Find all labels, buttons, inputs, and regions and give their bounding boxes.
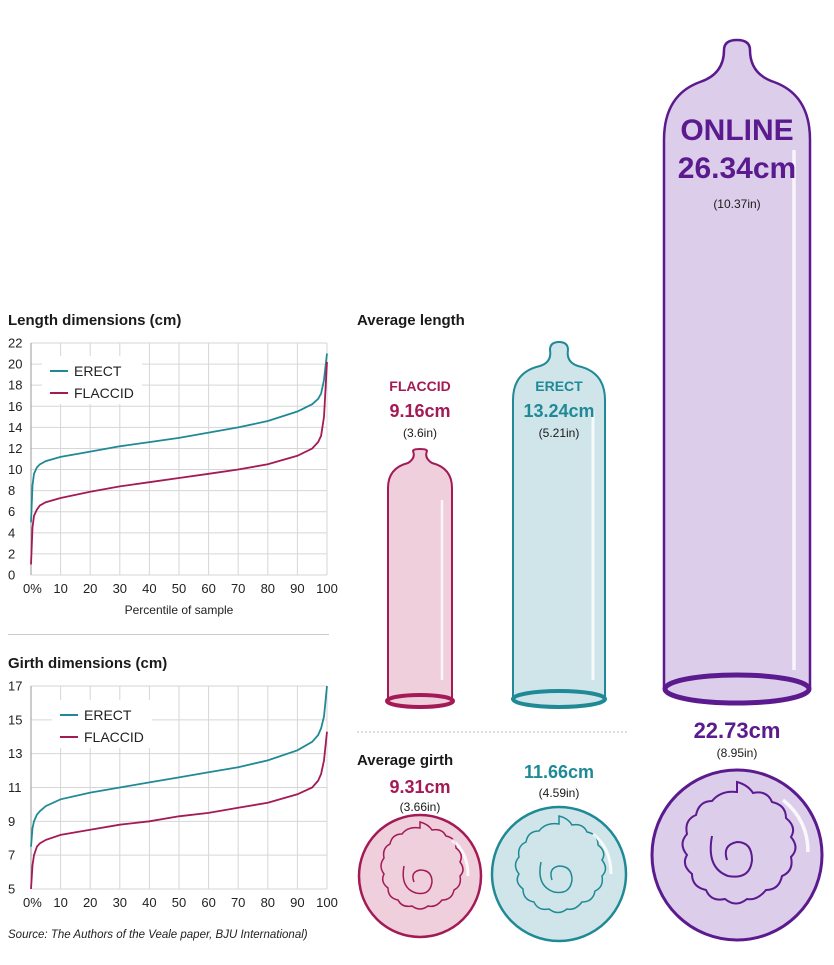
girth-chart-title: Girth dimensions (cm): [8, 655, 168, 672]
online-length-inches: (10.37in): [713, 197, 761, 211]
y-tick-label: 8: [8, 483, 15, 498]
length-chart-title: Length dimensions (cm): [8, 312, 182, 329]
legend-label-erect: ERECT: [84, 707, 132, 723]
x-tick-label: 100: [316, 581, 338, 596]
x-tick-label: 20: [83, 581, 97, 596]
series-line-erect: [30, 353, 328, 523]
y-tick-label: 13: [8, 746, 22, 761]
x-tick-label: 10: [53, 581, 67, 596]
y-tick-label: 0: [8, 568, 15, 583]
erect-length-label: ERECT: [535, 378, 583, 394]
legend-label-erect: ERECT: [74, 363, 122, 379]
y-tick-label: 5: [8, 882, 15, 897]
x-tick-label: 40: [142, 895, 156, 910]
y-tick-label: 22: [8, 336, 22, 351]
y-tick-label: 10: [8, 462, 22, 477]
y-tick-label: 14: [8, 420, 22, 435]
online-condom-illustration: [662, 38, 812, 706]
y-tick-label: 20: [8, 357, 22, 372]
legend-box: [42, 356, 142, 404]
online-girth-value: 22.73cm: [693, 718, 781, 743]
y-tick-label: 17: [8, 679, 22, 694]
y-tick-label: 18: [8, 378, 22, 393]
flaccid-length-label: FLACCID: [389, 378, 451, 394]
x-tick-label: 90: [290, 581, 304, 596]
flaccid-condom-illustration: [385, 447, 455, 709]
series-line-flaccid: [30, 731, 328, 890]
x-tick-label: 30: [113, 895, 127, 910]
condom-illustrations: [357, 38, 824, 943]
x-tick-label: 90: [290, 895, 304, 910]
erect-girth-inches: (4.59in): [538, 786, 580, 800]
y-tick-label: 16: [8, 399, 22, 414]
x-tick-label: 40: [142, 581, 156, 596]
erect-girth-illustration: [490, 805, 628, 943]
erect-length-inches: (5.21in): [538, 426, 580, 440]
source-note: Source: The Authors of the Veale paper, …: [8, 929, 308, 941]
online-length-label: ONLINE: [680, 114, 794, 147]
legend-label-flaccid: FLACCID: [84, 729, 144, 745]
x-axis-title: Percentile of sample: [125, 603, 234, 617]
x-tick-label: 80: [261, 895, 275, 910]
y-tick-label: 4: [8, 525, 15, 540]
x-tick-label: 50: [172, 581, 186, 596]
x-tick-label: 30: [113, 581, 127, 596]
x-tick-label: 10: [53, 895, 67, 910]
y-tick-label: 9: [8, 814, 15, 829]
x-tick-label: 0%: [23, 581, 42, 596]
flaccid-length-value: 9.16cm: [389, 401, 451, 421]
flaccid-girth-illustration: [357, 813, 483, 939]
flaccid-girth-value: 9.31cm: [389, 777, 451, 797]
legend-box: [52, 700, 152, 748]
length-line-chart: 0 2 4 6 8 10 12 14 16 18 20 22 0% 10 20 30 40 50 60 70 80 90 1…: [8, 336, 338, 618]
x-tick-label: 50: [172, 895, 186, 910]
y-tick-label: 12: [8, 441, 22, 456]
average-girth-title: Average girth: [357, 752, 454, 769]
y-tick-label: 2: [8, 546, 15, 561]
x-tick-label: 20: [83, 895, 97, 910]
x-tick-label: 60: [201, 895, 215, 910]
y-tick-label: 15: [8, 712, 22, 727]
average-length-title: Average length: [357, 312, 465, 329]
y-tick-label: 7: [8, 848, 15, 863]
erect-condom-illustration: [511, 340, 607, 709]
y-tick-label: 11: [8, 780, 22, 795]
online-girth-inches: (8.95in): [716, 746, 758, 760]
online-length-value: 26.34cm: [677, 152, 797, 185]
x-tick-label: 70: [231, 581, 245, 596]
x-tick-label: 70: [231, 895, 245, 910]
erect-length-value: 13.24cm: [523, 401, 595, 421]
flaccid-girth-inches: (3.66in): [399, 800, 441, 814]
section-divider: [8, 634, 329, 635]
x-tick-label: 80: [261, 581, 275, 596]
x-tick-label: 100: [316, 895, 338, 910]
series-line-erect: [30, 685, 328, 847]
legend-label-flaccid: FLACCID: [74, 385, 134, 401]
y-tick-label: 6: [8, 504, 15, 519]
erect-girth-value: 11.66cm: [523, 762, 595, 782]
online-girth-illustration: [650, 768, 824, 942]
flaccid-length-inches: (3.6in): [402, 426, 437, 440]
girth-line-chart: 5 7 9 11 13 15 17 0% 10 20 30 40 50 60 70 80 90 100 ERECT F…: [8, 679, 338, 911]
series-line-flaccid: [30, 361, 328, 565]
x-tick-label: 0%: [23, 895, 42, 910]
x-tick-label: 60: [201, 581, 215, 596]
